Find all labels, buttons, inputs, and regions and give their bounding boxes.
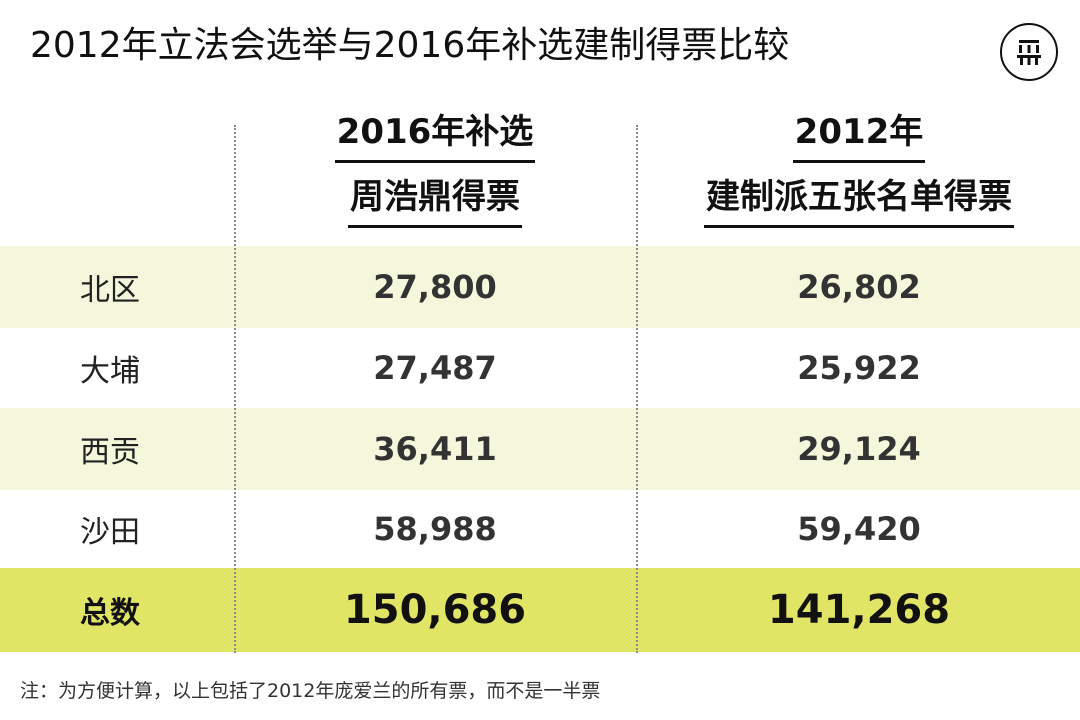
row-label: 北区 [80, 273, 140, 308]
total-label: 总数 [80, 596, 140, 631]
column-header-2016: 2016年补选 周浩鼎得票 [236, 110, 634, 240]
value-2016: 27,800 [373, 268, 497, 306]
row-label: 沙田 [80, 515, 140, 550]
total-value-2016: 150,686 [343, 587, 527, 633]
table-row: 大埔 27,487 25,922 [0, 328, 1080, 408]
column-header-2016-line1: 2016年补选 [334, 110, 536, 163]
table-row: 西贡 36,411 29,124 [0, 408, 1080, 490]
value-2016: 27,487 [373, 349, 497, 387]
value-2012: 29,124 [797, 430, 921, 468]
value-2016: 36,411 [373, 430, 497, 468]
row-label: 大埔 [80, 354, 140, 389]
value-2012: 26,802 [797, 268, 921, 306]
value-2016: 58,988 [373, 510, 497, 548]
table-row: 沙田 58,988 59,420 [0, 490, 1080, 568]
total-value-2012: 141,268 [767, 587, 951, 633]
column-header-2016-line2: 周浩鼎得票 [348, 175, 522, 228]
theinitium-logo-icon [1000, 23, 1058, 81]
value-2012: 59,420 [797, 510, 921, 548]
row-label: 西贡 [80, 435, 140, 470]
column-header-2012-line1: 2012年 [792, 110, 926, 163]
column-header-2012: 2012年 建制派五张名单得票 [638, 110, 1080, 240]
column-divider [234, 125, 236, 653]
page-title: 2012年立法会选举与2016年补选建制得票比较 [30, 25, 790, 66]
total-row: 总数 150,686 141,268 [0, 568, 1080, 652]
footnote: 注：为方便计算，以上包括了2012年庞爱兰的所有票，而不是一半票 [20, 680, 601, 702]
column-divider [636, 125, 638, 653]
column-header-2012-line2: 建制派五张名单得票 [704, 175, 1014, 228]
logo-glyph [1017, 40, 1041, 65]
value-2012: 25,922 [797, 349, 921, 387]
table-row: 北区 27,800 26,802 [0, 246, 1080, 328]
